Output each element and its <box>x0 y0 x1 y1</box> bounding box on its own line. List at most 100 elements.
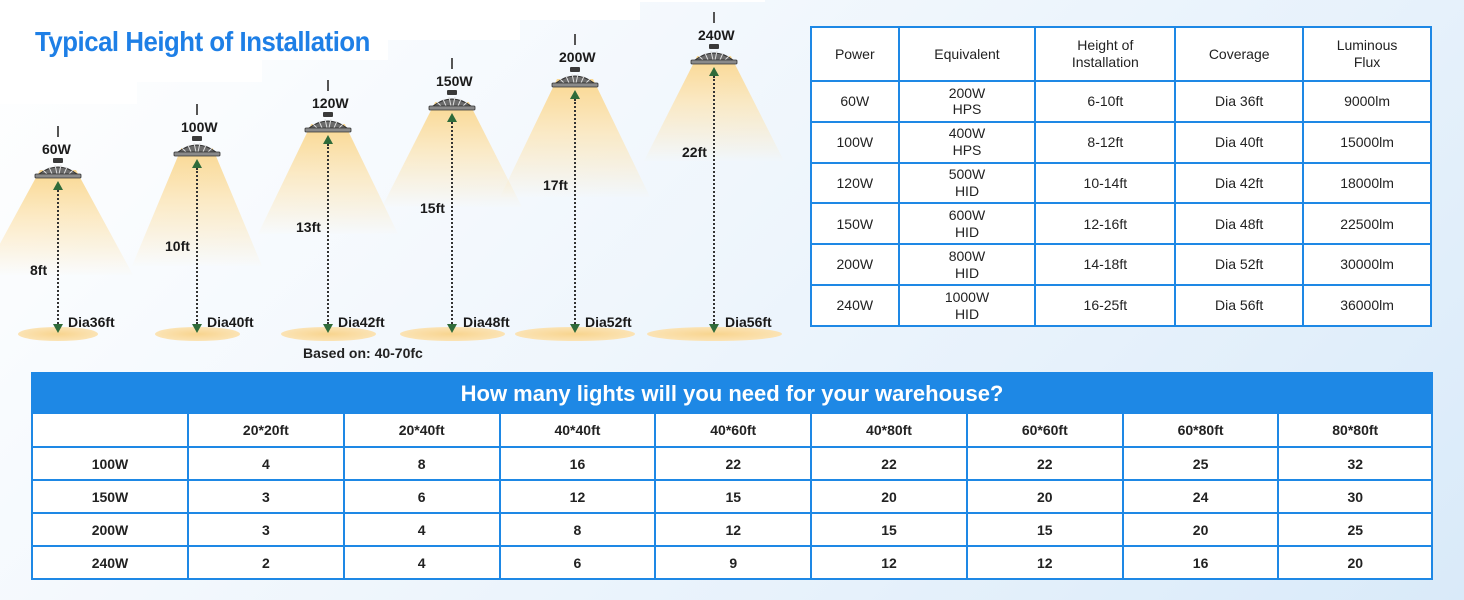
spec-header-cell: Luminous Flux <box>1302 26 1432 82</box>
warehouse-cell: 20 <box>965 479 1124 514</box>
spec-cell: 150W <box>810 202 900 246</box>
warehouse-row: 100W 4 8 16 22 22 22 25 32 <box>33 446 1431 481</box>
page-title: Typical Height of Installation <box>35 26 370 57</box>
warehouse-cell: 30 <box>1277 479 1431 514</box>
spec-row: 150W 600W HID 12-16ft Dia 48ft 22500lm <box>810 202 1432 246</box>
spec-cell: Dia 48ft <box>1174 202 1305 246</box>
height-label: 22ft <box>682 144 707 160</box>
spec-cell: 30000lm <box>1302 243 1432 287</box>
warehouse-cell: 6 <box>342 479 501 514</box>
height-line <box>574 99 576 324</box>
lamp-cord <box>196 104 198 115</box>
coverage-disc <box>154 327 240 341</box>
height-arrow-top <box>53 181 63 190</box>
height-arrow-top <box>709 67 719 76</box>
spec-cell: Dia 56ft <box>1174 284 1305 327</box>
height-arrow-bottom <box>323 324 333 333</box>
lamp-cord <box>327 80 329 91</box>
warehouse-grid: 20*20ft 20*40ft 40*40ft 40*60ft 40*80ft 60*60… <box>33 414 1431 579</box>
warehouse-header-cell: 20*20ft <box>187 414 345 448</box>
diameter-label: Dia56ft <box>725 314 772 330</box>
diameter-label: Dia42ft <box>338 314 385 330</box>
warehouse-cell: 9 <box>654 545 813 579</box>
warehouse-cell: 4 <box>187 446 345 481</box>
warehouse-header-cell: 60*80ft <box>1121 414 1280 448</box>
height-line <box>713 76 715 324</box>
height-label: 17ft <box>543 177 568 193</box>
height-arrow-bottom <box>447 324 457 333</box>
warehouse-cell: 150W <box>33 479 189 514</box>
height-arrow-top <box>447 113 457 122</box>
height-label: 8ft <box>30 262 48 278</box>
warehouse-row: 240W 2 4 6 9 12 12 16 20 <box>33 545 1431 579</box>
warehouse-header-cell <box>33 414 189 448</box>
warehouse-cell: 25 <box>1121 446 1280 481</box>
spec-cell: 6-10ft <box>1034 80 1177 123</box>
spec-cell: 200W <box>810 243 900 287</box>
spec-cell: 10-14ft <box>1034 161 1177 205</box>
wattage-label: 200W <box>559 49 596 65</box>
warehouse-cell: 12 <box>498 479 657 514</box>
height-line <box>451 122 453 324</box>
warehouse-cell: 20 <box>810 479 968 514</box>
warehouse-cell: 12 <box>654 512 813 547</box>
coverage-disc <box>18 327 98 341</box>
height-arrow-bottom <box>53 324 63 333</box>
warehouse-row: 200W 3 4 8 12 15 15 20 25 <box>33 512 1431 547</box>
height-label: 15ft <box>420 200 445 216</box>
warehouse-cell: 22 <box>654 446 813 481</box>
spec-cell: Dia 52ft <box>1174 243 1305 287</box>
warehouse-header-cell: 20*40ft <box>342 414 501 448</box>
warehouse-header-row: 20*20ft 20*40ft 40*40ft 40*60ft 40*80ft 60*60… <box>33 414 1431 448</box>
height-arrow-bottom <box>192 324 202 333</box>
spec-cell: 1000W HID <box>897 284 1037 327</box>
spec-cell: 120W <box>810 161 900 205</box>
lamp-cord <box>57 126 59 137</box>
warehouse-cell: 25 <box>1277 512 1431 547</box>
warehouse-cell: 8 <box>342 446 501 481</box>
warehouse-header-cell: 80*80ft <box>1277 414 1431 448</box>
height-arrow-bottom <box>570 324 580 333</box>
wattage-label: 240W <box>698 27 735 43</box>
wattage-label: 120W <box>312 95 349 111</box>
spec-cell: 15000lm <box>1302 120 1432 164</box>
warehouse-header-cell: 40*80ft <box>810 414 968 448</box>
warehouse-cell: 12 <box>810 545 968 579</box>
warehouse-header-cell: 60*60ft <box>965 414 1124 448</box>
based-on-note: Based on: 40-70fc <box>303 345 423 361</box>
coverage-disc <box>515 327 635 341</box>
height-line <box>327 144 329 324</box>
spec-cell: 60W <box>810 80 900 123</box>
spec-cell: 240W <box>810 284 900 327</box>
spec-row: 240W 1000W HID 16-25ft Dia 56ft 36000lm <box>810 284 1432 327</box>
warehouse-cell: 16 <box>498 446 657 481</box>
warehouse-cell: 6 <box>498 545 657 579</box>
warehouse-cell: 15 <box>965 512 1124 547</box>
warehouse-table: How many lights will you need for your w… <box>31 372 1433 580</box>
spec-cell: 22500lm <box>1302 202 1432 246</box>
spec-cell: Dia 40ft <box>1174 120 1305 164</box>
spec-cell: 12-16ft <box>1034 202 1177 246</box>
warehouse-cell: 22 <box>965 446 1124 481</box>
spec-row: 200W 800W HID 14-18ft Dia 52ft 30000lm <box>810 243 1432 287</box>
lamp-cord <box>713 12 715 23</box>
spec-cell: 400W HPS <box>897 120 1037 164</box>
warehouse-table-title: How many lights will you need for your w… <box>33 374 1431 414</box>
spec-header-cell: Equivalent <box>897 26 1037 82</box>
coverage-disc <box>280 327 376 341</box>
wattage-label: 150W <box>436 73 473 89</box>
warehouse-cell: 200W <box>33 512 189 547</box>
spec-cell: 36000lm <box>1302 284 1432 327</box>
warehouse-cell: 4 <box>342 512 501 547</box>
height-arrow-bottom <box>709 324 719 333</box>
warehouse-cell: 20 <box>1121 512 1280 547</box>
warehouse-cell: 240W <box>33 545 189 579</box>
warehouse-cell: 3 <box>187 512 345 547</box>
warehouse-row: 150W 3 6 12 15 20 20 24 30 <box>33 479 1431 514</box>
coverage-disc <box>399 327 505 341</box>
warehouse-cell: 12 <box>965 545 1124 579</box>
spec-cell: 100W <box>810 120 900 164</box>
warehouse-cell: 2 <box>187 545 345 579</box>
warehouse-cell: 32 <box>1277 446 1431 481</box>
warehouse-header-cell: 40*60ft <box>654 414 813 448</box>
